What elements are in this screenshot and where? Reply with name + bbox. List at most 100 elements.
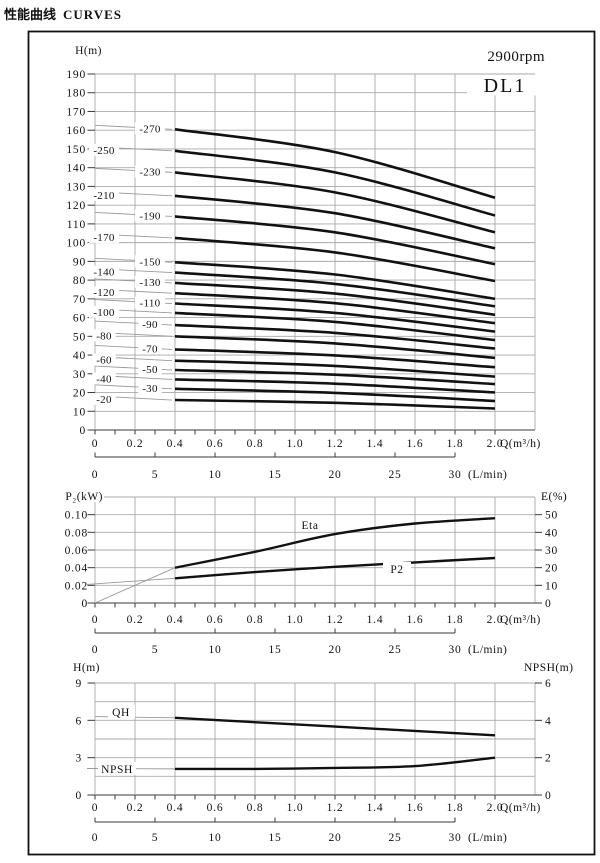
lmin-tick-label: 15: [268, 832, 281, 844]
qh-curve-label: QH: [112, 707, 130, 719]
qh-label-bg: [108, 705, 135, 718]
page-title-en: CURVES: [63, 7, 122, 22]
leader-line: [86, 577, 176, 585]
curve-label-bg: [88, 230, 120, 243]
npsh-tick-label: 4: [545, 715, 552, 727]
lmin-tick-label: 0: [92, 469, 99, 481]
power-tick-label: 0: [81, 598, 88, 610]
pump-curve: [174, 398, 496, 410]
y-tick-label: 20: [73, 388, 86, 400]
pump-curve: [174, 323, 496, 350]
power-tick-label: 0.10: [65, 510, 88, 522]
leader-line: [94, 567, 176, 604]
y-tick-label: 110: [67, 219, 86, 231]
lmin-tick-label: 20: [328, 644, 341, 656]
y-tick-label: 60: [73, 313, 86, 325]
pump-curve: [174, 261, 496, 301]
power-tick-label: 0.04: [65, 563, 88, 575]
model-label-bg: [467, 74, 543, 96]
lmin-tick-label: 25: [388, 469, 401, 481]
npsh-curve: [174, 756, 496, 771]
x-tick-label: 0.2: [127, 802, 144, 814]
main-chart: 0102030405060708090100110120130140150160…: [66, 45, 544, 481]
curve-label-bg: [134, 275, 166, 288]
power-tick-label: 0.06: [65, 545, 88, 557]
pump-curve: [174, 302, 496, 333]
y-tick-label: 40: [73, 350, 86, 362]
x-tick-label: 0.4: [167, 614, 184, 626]
pump-curve: [174, 236, 496, 283]
x-tick-label: 1.6: [407, 438, 424, 450]
curve-label: -190: [139, 210, 161, 222]
x-tick-label: 1.0: [287, 802, 304, 814]
lmin-tick-label: 10: [208, 644, 221, 656]
curve-label: -30: [142, 383, 158, 395]
x-tick-label: 0.4: [167, 802, 184, 814]
lmin-tick-label: 30: [448, 644, 461, 656]
power-x-axis-title: Q(m³/h): [500, 614, 541, 626]
x-tick-label: 2.0: [487, 438, 504, 450]
p2-label-bg: [383, 562, 411, 574]
y-tick-label: 160: [66, 125, 86, 137]
curve-label-bg: [138, 318, 162, 331]
main-y-axis-title: H(m): [75, 45, 102, 57]
x-tick-label: 0.6: [207, 614, 224, 626]
npsh-tick-label: 6: [545, 678, 552, 690]
curve-label: -150: [139, 256, 161, 268]
y-tick-label: 140: [66, 163, 86, 175]
x-tick-label: 0: [92, 614, 99, 626]
curve-label: -40: [96, 373, 112, 385]
y-tick-label: 130: [66, 181, 86, 193]
pump-curve: [174, 171, 496, 234]
y-tick-label: 170: [66, 106, 86, 118]
curve-label: -130: [139, 277, 161, 289]
curve-label: -80: [96, 330, 112, 342]
figure-border: [27, 30, 596, 856]
curve-label-bg: [138, 381, 162, 394]
curve-label-bg: [88, 286, 120, 299]
curve-label: -60: [96, 355, 112, 367]
pump-curve: [174, 291, 496, 325]
x-tick-label: 1.8: [447, 438, 464, 450]
pump-curve: [174, 387, 496, 403]
curve-label: -20: [96, 394, 112, 406]
x-tick-label: 0.2: [127, 438, 144, 450]
npsh-y-axis-title: NPSH(m): [524, 662, 574, 674]
lmin-tick-label: 5: [152, 832, 159, 844]
x-tick-label: 2.0: [487, 802, 504, 814]
power-y-axis-title: P₂(kW): [65, 491, 103, 503]
curve-label: -70: [142, 343, 158, 355]
pump-curve: [174, 348, 496, 369]
x-tick-label: 1.4: [367, 614, 384, 626]
pump-curve: [174, 194, 496, 250]
x-tick-label: 0.8: [247, 438, 264, 450]
curve-label-bg: [92, 329, 116, 342]
h-tick-label: 6: [75, 715, 82, 727]
curve-label-bg: [134, 122, 166, 135]
pump-curve: [174, 128, 496, 199]
npsh-curve-label: NPSH: [101, 764, 133, 776]
efficiency-tick-label: 10: [545, 580, 558, 592]
lmin-tick-label: 10: [208, 469, 221, 481]
x-tick-label: 1.8: [447, 614, 464, 626]
lmin-tick-label: 25: [388, 644, 401, 656]
efficiency-tick-label: 0: [545, 598, 552, 610]
qh-x-axis-title: Q(m³/h): [500, 802, 541, 814]
eta-curve: [174, 517, 496, 569]
curve-label-bg: [134, 255, 166, 268]
x-tick-label: 1.6: [407, 802, 424, 814]
y-tick-label: 190: [66, 69, 86, 81]
curve-label: -230: [139, 166, 161, 178]
qh-y-axis-title: H(m): [73, 662, 100, 674]
curve-label-bg: [88, 143, 120, 156]
pump-curve: [174, 368, 496, 386]
x-tick-label: 1.6: [407, 614, 424, 626]
pump-curve: [174, 359, 496, 378]
page-title-zh: 性能曲线: [4, 7, 56, 22]
x-tick-label: 0.2: [127, 614, 144, 626]
curve-label: -250: [93, 145, 115, 157]
x-tick-label: 0.6: [207, 438, 224, 450]
